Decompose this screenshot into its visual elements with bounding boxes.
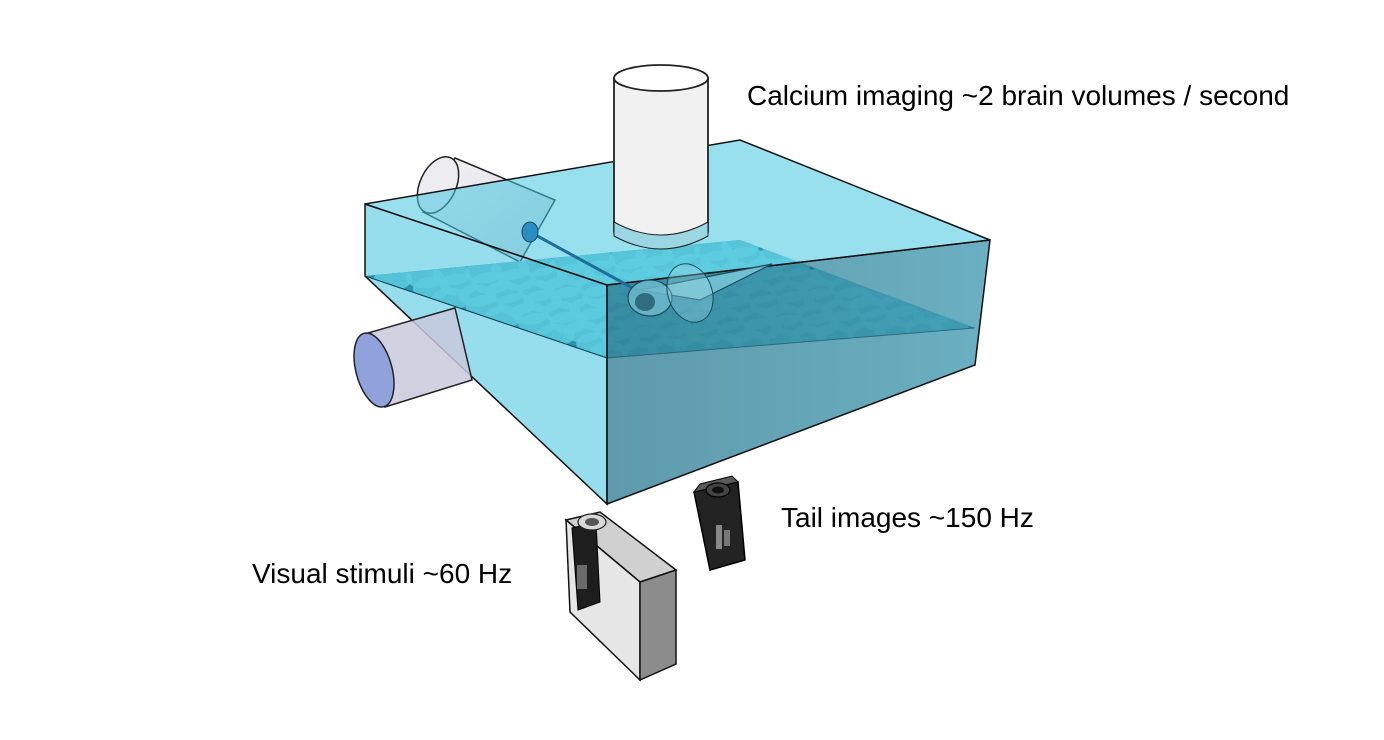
camera-icon — [692, 475, 746, 571]
laser-beam — [521, 221, 641, 294]
tail-images-label: Tail images ~150 Hz — [781, 502, 1034, 533]
projector-icon — [564, 511, 678, 682]
tank-right-face — [606, 239, 991, 506]
calcium-imaging-label: Calcium imaging ~2 brain volumes / secon… — [747, 80, 1290, 111]
laser-tube-icon — [353, 307, 473, 408]
zebrafish-icon — [627, 263, 773, 323]
microscope-objective-icon — [613, 64, 709, 250]
visual-stimuli-label: Visual stimuli ~60 Hz — [252, 558, 513, 589]
